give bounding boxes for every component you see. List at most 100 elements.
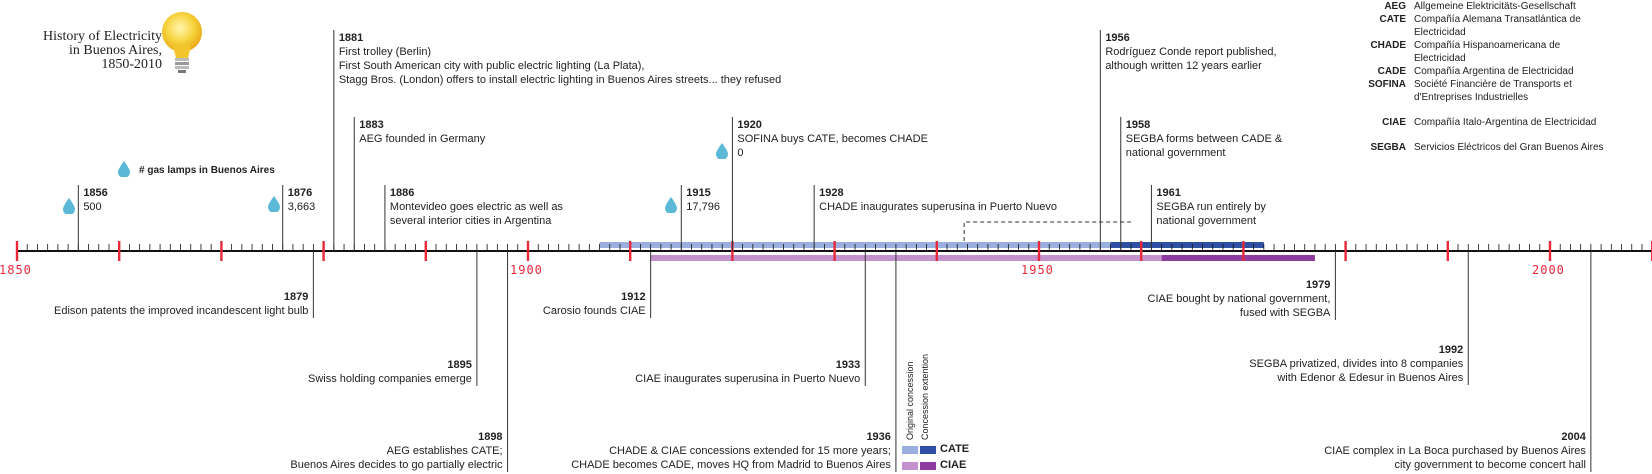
event-year: 1928 — [819, 187, 844, 199]
event-text: 500 — [83, 201, 102, 213]
gas-lamp-drop-icon — [665, 197, 677, 213]
event-text: Stagg Bros. (London) offers to install e… — [338, 74, 782, 86]
event-below-1912: 1912 Carosio founds CIAE — [543, 290, 646, 318]
legend-abbr: CIAE — [1382, 117, 1406, 128]
event-text: CHADE becomes CADE, moves HQ from Madrid… — [571, 459, 891, 471]
event-text: Swiss holding companies emerge — [308, 373, 472, 385]
event-above-1928: 1928 CHADE inaugurates superusina in Puer… — [819, 186, 1057, 214]
event-year: 1856 — [83, 187, 108, 199]
legend-abbr: SEGBA — [1370, 142, 1406, 153]
swatch-cate-original — [902, 446, 918, 454]
title-line-1: History of Electricity — [43, 29, 162, 44]
event-text: Rodríguez Conde report published, — [1105, 46, 1277, 58]
event-year: 2004 — [1561, 431, 1586, 443]
event-year: 1992 — [1438, 344, 1464, 356]
event-year: 1920 — [737, 119, 762, 131]
bar-ciae-original — [650, 255, 1162, 261]
axis-label: 1950 — [1021, 263, 1054, 277]
event-above-1961: 1961 SEGBA run entirely by national govern… — [1156, 186, 1265, 228]
legend-row: SEGBA Servicios Eléctricos del Gran Bueno… — [1346, 141, 1614, 154]
legend-row: AEG Allgemeine Elektricitäts-Gesellschaft — [1346, 0, 1614, 13]
event-year: 1936 — [866, 431, 891, 443]
event-above-1883: 1883 AEG founded in Germany — [359, 118, 485, 146]
key-ciae: CIAE — [940, 459, 967, 471]
swatch-ciae-extension — [920, 462, 936, 470]
event-year: 1915 — [686, 187, 711, 199]
event-above-1915: 1915 17,796 — [686, 186, 720, 214]
event-text: SOFINA buys CATE, becomes CHADE — [737, 133, 928, 145]
title-line-3: 1850-2010 — [101, 57, 162, 72]
event-text: Carosio founds CIAE — [542, 305, 646, 317]
event-text: several interior cities in Argentina — [389, 215, 552, 227]
event-text: with Edenor & Edesur in Buenos Aires — [1277, 372, 1464, 384]
event-text: CIAE bought by national government, — [1147, 293, 1331, 305]
event-text: First South American city with public el… — [338, 60, 645, 72]
event-below-1936: 1936 CHADE & CIAE concessions extended fo… — [571, 430, 891, 472]
legend-abbr: AEG — [1384, 1, 1406, 12]
event-above-1956: 1956 Rodríguez Conde report published, alt… — [1105, 31, 1276, 73]
event-text: city government to become concert hall — [1394, 459, 1586, 471]
gas-lamps-label: # gas lamps in Buenos Aires — [139, 165, 275, 176]
event-year: 1979 — [1305, 279, 1331, 291]
event-text: SEGBA run entirely by — [1156, 201, 1266, 213]
gas-lamp-drop-icon — [268, 196, 280, 212]
event-below-1879: 1879 Edison patents the improved incandes… — [54, 290, 308, 318]
bar-cate-extension — [1110, 242, 1264, 248]
axis-label: 1850 — [0, 263, 32, 277]
event-above-1920: 1920 SOFINA buys CATE, becomes CHADE 0 — [737, 118, 928, 160]
event-text: CIAE inaugurates superusina in Puerto Nu… — [635, 373, 861, 385]
legend-abbr: CATE — [1379, 14, 1406, 25]
legend-abbr: CHADE — [1370, 40, 1406, 51]
event-year: 1895 — [447, 359, 472, 371]
event-below-1979: 1979 CIAE bought by national government, f… — [1148, 278, 1331, 320]
event-year: 1898 — [478, 431, 503, 443]
event-above-1886: 1886 Montevideo goes electric as well as s… — [390, 186, 563, 228]
event-text: Edison patents the improved incandescent… — [54, 305, 309, 317]
lightbulb-icon — [162, 12, 202, 73]
event-text: Montevideo goes electric as well as — [389, 201, 563, 213]
legend-row: SOFINA Société Financière de Transports e… — [1346, 78, 1614, 104]
legend-name: Compañía Hispanoamericana de Electricida… — [1414, 40, 1561, 64]
axis-label: 2000 — [1532, 263, 1565, 277]
legend-name: Allgemeine Elektricitäts-Gesellschaft — [1414, 1, 1576, 12]
bar-ciae-extension — [1161, 255, 1315, 261]
event-below-1895: 1895 Swiss holding companies emerge — [308, 358, 472, 386]
event-year: 1879 — [283, 291, 309, 303]
swatch-cate-extension — [920, 446, 936, 454]
event-text: Buenos Aires decides to go partially ele… — [290, 459, 503, 471]
event-text: CHADE & CIAE concessions extended for 15… — [609, 445, 891, 457]
event-year: 1883 — [359, 119, 384, 131]
event-text: First trolley (Berlin) — [338, 46, 432, 58]
title: History of Electricity in Buenos Aires, … — [10, 30, 162, 72]
legend-row: CADE Compañía Argentina de Electricidad — [1346, 65, 1614, 78]
event-text: AEG establishes CATE; — [386, 445, 503, 457]
legend-name: Société Financière de Transports et d'En… — [1414, 79, 1572, 103]
event-year: 1912 — [621, 291, 646, 303]
event-text: 0 — [737, 147, 744, 159]
legend-name: Compañía Alemana Transatlántica de Elect… — [1414, 14, 1581, 38]
event-text: SEGBA forms between CADE & — [1125, 133, 1283, 145]
event-text: 3,663 — [287, 201, 316, 213]
key-cate: CATE — [940, 443, 970, 455]
event-text: fused with SEGBA — [1239, 307, 1331, 319]
gas-lamp-drop-icon — [716, 143, 728, 159]
key-original-label: Original concession — [905, 361, 915, 440]
legend-abbr: SOFINA — [1368, 79, 1406, 90]
legend-row: CATE Compañía Alemana Transatlántica de E… — [1346, 13, 1614, 39]
abbreviation-legend: AEG Allgemeine Elektricitäts-Gesellschaft… — [1346, 0, 1614, 154]
event-text: CHADE inaugurates superusina in Puerto N… — [819, 201, 1058, 213]
event-above-1881: 1881 First trolley (Berlin) First South Am… — [339, 31, 781, 87]
event-year: 1958 — [1125, 119, 1151, 131]
event-year: 1876 — [287, 187, 313, 199]
event-below-1898: 1898 AEG establishes CATE; Buenos Aires de… — [290, 430, 502, 472]
event-text: 17,796 — [686, 201, 720, 213]
gas-lamp-drop-icon — [118, 161, 130, 177]
title-line-2: in Buenos Aires, — [69, 43, 162, 58]
event-year: 1881 — [338, 32, 364, 44]
event-text: although written 12 years earlier — [1105, 60, 1262, 72]
event-text: national government — [1125, 147, 1226, 159]
event-text: SEGBA privatized, divides into 8 compani… — [1249, 358, 1464, 370]
legend-name: Compañía Italo-Argentina de Electricidad — [1414, 117, 1597, 128]
event-year: 1886 — [389, 187, 415, 199]
